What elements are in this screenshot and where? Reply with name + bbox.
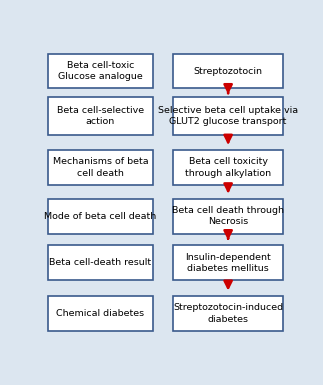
- Text: Selective beta cell uptake via
GLUT2 glucose transport: Selective beta cell uptake via GLUT2 glu…: [158, 105, 298, 126]
- FancyBboxPatch shape: [48, 245, 153, 280]
- Text: Beta cell-death result: Beta cell-death result: [49, 258, 151, 268]
- FancyBboxPatch shape: [48, 54, 153, 88]
- FancyBboxPatch shape: [48, 199, 153, 234]
- FancyBboxPatch shape: [173, 150, 283, 185]
- Text: Beta cell-selective
action: Beta cell-selective action: [57, 105, 144, 126]
- Text: Beta cell death through
Necrosis: Beta cell death through Necrosis: [172, 206, 284, 226]
- FancyBboxPatch shape: [48, 296, 153, 331]
- Text: Streptozotocin: Streptozotocin: [193, 67, 263, 76]
- FancyBboxPatch shape: [48, 97, 153, 135]
- FancyBboxPatch shape: [173, 54, 283, 88]
- FancyBboxPatch shape: [173, 199, 283, 234]
- Text: Beta cell toxicity
through alkylation: Beta cell toxicity through alkylation: [185, 157, 271, 177]
- FancyBboxPatch shape: [173, 97, 283, 135]
- FancyBboxPatch shape: [173, 245, 283, 280]
- Text: Insulin-dependent
diabetes mellitus: Insulin-dependent diabetes mellitus: [185, 253, 271, 273]
- Text: Streptozotocin-induced
diabetes: Streptozotocin-induced diabetes: [173, 303, 283, 323]
- FancyBboxPatch shape: [48, 150, 153, 185]
- Text: Mechanisms of beta
cell death: Mechanisms of beta cell death: [53, 157, 148, 177]
- Text: Beta cell-toxic
Glucose analogue: Beta cell-toxic Glucose analogue: [58, 61, 143, 82]
- Text: Mode of beta cell death: Mode of beta cell death: [44, 212, 157, 221]
- Text: Chemical diabetes: Chemical diabetes: [57, 309, 144, 318]
- FancyBboxPatch shape: [173, 296, 283, 331]
